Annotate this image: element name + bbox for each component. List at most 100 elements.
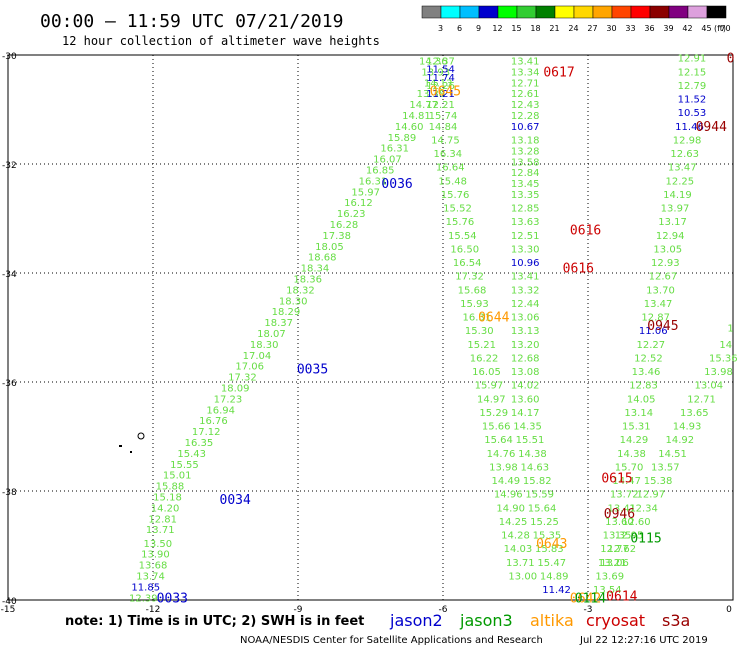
wave-height-value: 15.68 [458, 285, 487, 296]
pass-time-label: 0645 [430, 84, 461, 99]
wave-height-value: 13.08 [511, 367, 540, 378]
colorbar-label: 12 [492, 24, 502, 33]
island-icon [119, 445, 122, 447]
wave-height-value: 15.97 [475, 381, 504, 392]
footer-note: note: 1) Time is in UTC; 2) SWH is in fe… [65, 614, 364, 629]
wave-height-value: 13.72 [610, 490, 639, 501]
wave-height-value: 15.31 [622, 422, 651, 433]
wave-height-value: 13.46 [632, 367, 661, 378]
wave-height-value: 12.93 [651, 258, 680, 269]
wave-height-value: 13.70 [646, 285, 675, 296]
wave-height-value: 15.83 [535, 544, 564, 555]
wave-height-value: 16.23 [337, 209, 366, 220]
wave-height-value: 12.94 [656, 231, 685, 242]
wave-height-value: 12.44 [511, 299, 540, 310]
wave-height-value: 12.79 [678, 81, 707, 92]
colorbar-swatch [592, 5, 613, 19]
wave-height-value: 15.30 [465, 326, 494, 337]
wave-height-value: 17.38 [322, 231, 351, 242]
colorbar-swatch [611, 5, 632, 19]
wave-height-value: 16.05 [472, 367, 501, 378]
pass-time-label: 0616 [563, 262, 594, 277]
color-scale-bar: 3 6 9 12 15 18 21 24 27 30 33 36 39 42 45 70(ft) [421, 5, 731, 33]
colorbar-swatch [421, 5, 442, 19]
x-tick-label: -12 [146, 605, 161, 615]
pass-time-label: 0614 [606, 590, 637, 605]
wave-height-value: 18.32 [286, 285, 315, 296]
wave-height-value: 13.97 [661, 204, 690, 215]
wave-height-value: 15.93 [460, 299, 489, 310]
y-tick-label: -36 [2, 379, 17, 389]
wave-height-value: 13.60 [511, 394, 540, 405]
wave-height-value: 13.45 [511, 179, 540, 190]
colorbar-swatch [516, 5, 537, 19]
wave-height-value: 15.29 [479, 408, 508, 419]
wave-height-value: 12.67 [649, 272, 678, 283]
wave-height-value: 14.38 [518, 449, 547, 460]
wave-height-value: 13.58 [511, 157, 540, 168]
wave-height-value: 14.35 [513, 422, 542, 433]
wave-height-value: 15.70 [615, 462, 644, 473]
island-marks [119, 432, 145, 453]
wave-height-value: 16.07 [373, 155, 402, 166]
wave-height-value: 15.76 [441, 190, 470, 201]
wave-height-value: 15.43 [177, 449, 206, 460]
wave-height-value: 12.97 [637, 490, 666, 501]
satellite-legend-jason2: jason2 [389, 611, 443, 630]
wave-height-value: 17.32 [455, 272, 484, 283]
wave-height-value: 13.65 [680, 408, 709, 419]
wave-height-value: 13.20 [511, 340, 540, 351]
wave-height-value: 12.77 [600, 544, 629, 555]
pass-time-label: 0617 [543, 65, 574, 80]
wave-height-value: 16.85 [366, 165, 395, 176]
wave-height-value: 13.54 [593, 585, 622, 596]
island-icon [137, 432, 145, 440]
wave-height-value: 14.47 [612, 476, 641, 487]
wave-height-value: 14.93 [673, 422, 702, 433]
colorbar-label: 39 [663, 24, 673, 33]
wave-height-value: 16.76 [199, 416, 228, 427]
plot-frame [7, 54, 734, 601]
wave-height-value: 10.96 [511, 258, 540, 269]
wave-height-value: 14.76 [487, 449, 516, 460]
colorbar-label: 30 [606, 24, 616, 33]
wave-height-value: 14.75 [431, 135, 460, 146]
wave-height-value: 12.15 [678, 67, 707, 78]
wave-height-value: 12.81 [148, 514, 177, 525]
satellite-legend: jason2 jason3 altika cryosat s3a [389, 611, 690, 630]
wave-height-value: 13.60 [605, 517, 634, 528]
wave-height-value: 15.74 [429, 111, 458, 122]
wave-height-value: 14 [719, 340, 732, 351]
pass-time-label: 0033 [157, 591, 188, 606]
wave-height-value: 15.64 [484, 435, 513, 446]
wave-height-value: 12.25 [666, 176, 695, 187]
wave-height-value: 14.89 [540, 571, 569, 582]
wave-height-value: 11.46 [675, 122, 704, 133]
wave-height-value: 14.97 [477, 394, 506, 405]
plot-grid [7, 54, 734, 601]
colorbar-label: 42 [682, 24, 692, 33]
colorbar-swatch [535, 5, 556, 19]
wave-height-value: 15.54 [448, 231, 477, 242]
wave-height-value: 18.05 [315, 242, 344, 253]
wave-height-value: 15.01 [163, 471, 192, 482]
pass-time-labels: 0033 0034 0035 0036 0645 0644 0643 0642 0617 0616… [157, 52, 735, 607]
wave-height-value: 15.38 [644, 476, 673, 487]
wave-height-value: 12.21 [426, 100, 455, 111]
y-tick-label: -30 [2, 52, 17, 62]
wave-height-value: 11.42 [542, 585, 571, 596]
wave-height-value: 13.14 [624, 408, 653, 419]
wave-height-value: 14.05 [627, 394, 656, 405]
wave-height-value: 15.97 [351, 187, 380, 198]
wave-height-value: 15.35 [533, 531, 562, 542]
wave-height-value: 14.92 [666, 435, 695, 446]
wave-height-value: 13.35 [511, 190, 540, 201]
x-tick-label: -6 [439, 605, 448, 615]
wave-height-value: 14.81 [402, 111, 431, 122]
pass-time-label: 0114 [575, 591, 606, 606]
wave-height-value: 13.06 [511, 313, 540, 324]
y-tick-label: -32 [2, 161, 17, 171]
wave-height-value: 13.13 [511, 326, 540, 337]
wave-height-value: 13.74 [136, 571, 165, 582]
pass-time-label: 0945 [647, 319, 678, 334]
